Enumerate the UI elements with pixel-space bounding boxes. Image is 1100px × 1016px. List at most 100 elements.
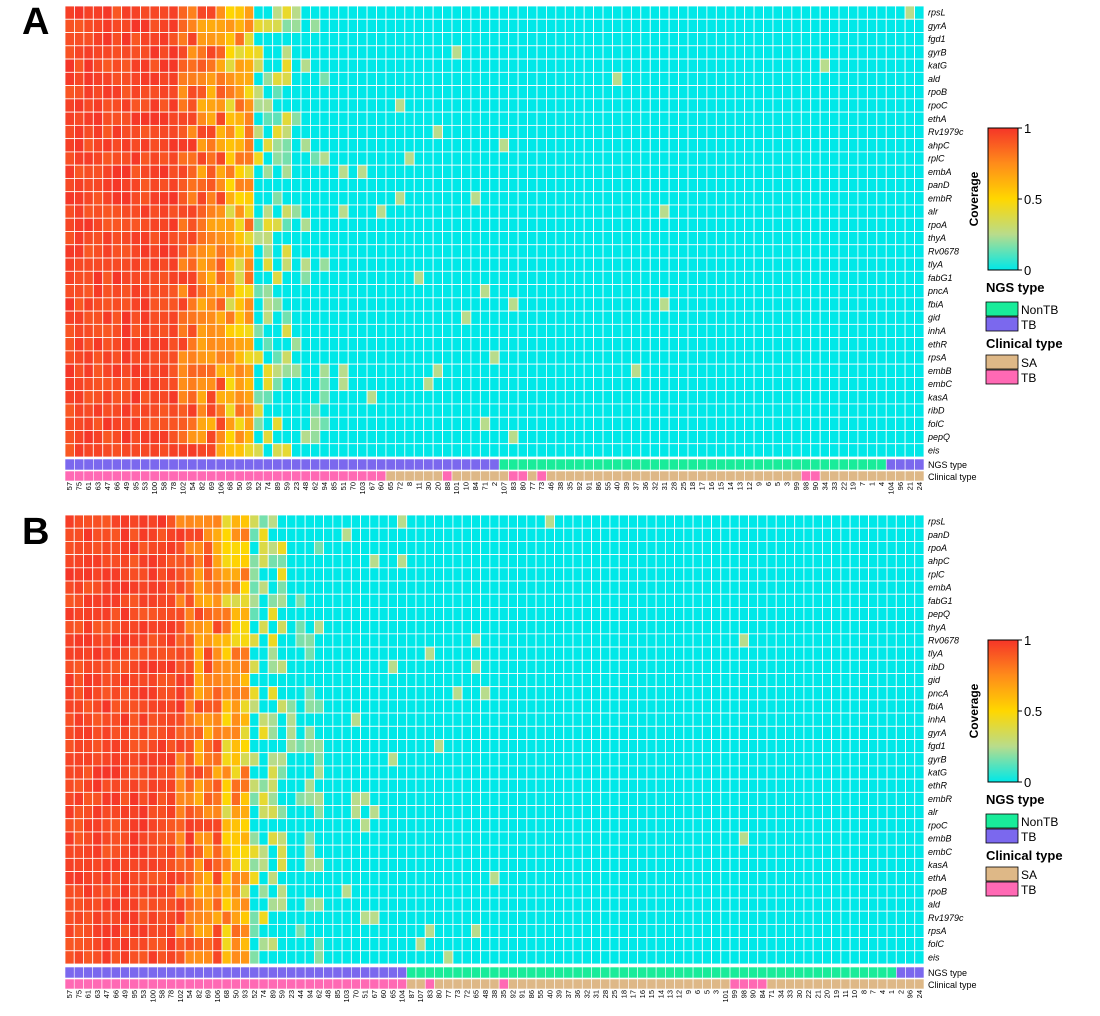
heatmap-cell (668, 58, 679, 73)
heatmap-cell (544, 633, 555, 648)
heatmap-cell (310, 284, 321, 299)
heatmap-cell (111, 377, 123, 392)
heatmap-cell (64, 567, 75, 582)
heatmap-cell (895, 204, 906, 219)
heatmap-cell (413, 231, 425, 246)
heatmap-cell (904, 310, 915, 325)
heatmap-cell (876, 363, 887, 378)
heatmap-cell (177, 204, 189, 219)
heatmap-cell (102, 284, 113, 299)
heatmap-cell (729, 527, 740, 542)
heatmap-cell (140, 111, 151, 126)
heatmap-cell (763, 191, 774, 206)
heatmap-cell (451, 443, 462, 458)
heatmap-cell (630, 350, 642, 365)
heatmap-cell (734, 390, 746, 405)
heatmap-cell (138, 712, 149, 727)
heatmap-cell (895, 699, 906, 714)
heatmap-cell (763, 244, 774, 259)
heatmap-cell (149, 231, 160, 246)
heatmap-cell (121, 323, 132, 339)
heatmap-cell (357, 138, 368, 153)
heatmap-cell (812, 607, 823, 622)
heatmap-cell (366, 85, 377, 100)
heatmap-cell (479, 204, 491, 219)
heatmap-cell (858, 541, 869, 556)
heatmap-cell (800, 337, 812, 352)
heatmap-cell (452, 699, 463, 714)
clinical-type-cell (159, 470, 170, 482)
heatmap-cell (583, 204, 595, 219)
heatmap-cell (130, 71, 141, 86)
heatmap-cell (470, 257, 481, 272)
heatmap-cell (423, 323, 434, 339)
heatmap-cell (461, 151, 472, 166)
heatmap-cell (508, 204, 519, 219)
heatmap-cell (866, 164, 878, 179)
heatmap-cell (885, 363, 897, 378)
ngs-type-cell (508, 458, 519, 471)
heatmap-cell (177, 138, 189, 153)
heatmap-cell (822, 607, 833, 622)
heatmap-cell (272, 416, 283, 431)
heatmap-cell (83, 58, 94, 73)
heatmap-cell (621, 58, 632, 73)
heatmap-cell (310, 416, 321, 431)
heatmap-cell (715, 164, 727, 179)
heatmap-cell (102, 337, 113, 352)
heatmap-cell (757, 646, 768, 661)
heatmap-cell (593, 443, 604, 458)
heatmap-cell (564, 310, 576, 325)
heatmap-cell (628, 686, 639, 701)
heatmap-cell (536, 178, 547, 193)
heatmap-cell (609, 686, 620, 701)
heatmap-cell (272, 191, 283, 206)
heatmap-cell (471, 659, 482, 674)
heatmap-cell (451, 191, 462, 206)
heatmap-cell (612, 231, 623, 246)
heatmap-cell (692, 725, 703, 740)
heatmap-cell (110, 673, 121, 688)
heatmap-cell (609, 673, 620, 688)
heatmap-cell (404, 111, 415, 126)
heatmap-cell (612, 32, 623, 47)
heatmap-cell (554, 686, 565, 701)
heatmap-cell (498, 204, 510, 219)
heatmap-cell (281, 111, 292, 126)
heatmap-cell (554, 541, 565, 556)
heatmap-cell (544, 541, 555, 556)
heatmap-cell (591, 725, 602, 740)
heatmap-cell (121, 5, 132, 20)
ngs-type-cell (593, 458, 604, 471)
heatmap-cell (738, 514, 749, 529)
heatmap-cell (725, 257, 736, 272)
heatmap-cell (876, 124, 887, 140)
heatmap-cell (323, 686, 334, 701)
heatmap-cell (350, 554, 361, 569)
heatmap-cell (517, 323, 528, 339)
heatmap-cell (744, 310, 755, 325)
heatmap-cell (581, 659, 592, 674)
heatmap-cell (366, 124, 377, 140)
heatmap-cell (338, 71, 349, 86)
heatmap-cell (111, 58, 123, 73)
heatmap-cell (130, 5, 141, 20)
heatmap-cell (895, 377, 906, 392)
heatmap-cell (517, 138, 528, 153)
heatmap-cell (423, 138, 434, 153)
heatmap-cell (914, 297, 925, 312)
heatmap-cell (876, 337, 887, 352)
heatmap-cell (423, 45, 434, 60)
ngs-type-cell (159, 458, 170, 471)
heatmap-cell (338, 323, 349, 339)
heatmap-cell (612, 257, 623, 272)
heatmap-cell (591, 580, 602, 595)
heatmap-cell (659, 58, 670, 73)
heatmap-cell (763, 257, 774, 272)
heatmap-cell (697, 58, 708, 73)
heatmap-cell (404, 284, 415, 299)
heatmap-cell (583, 297, 595, 312)
heatmap-cell (149, 32, 160, 47)
heatmap-cell (111, 151, 123, 166)
heatmap-cell (535, 699, 546, 714)
